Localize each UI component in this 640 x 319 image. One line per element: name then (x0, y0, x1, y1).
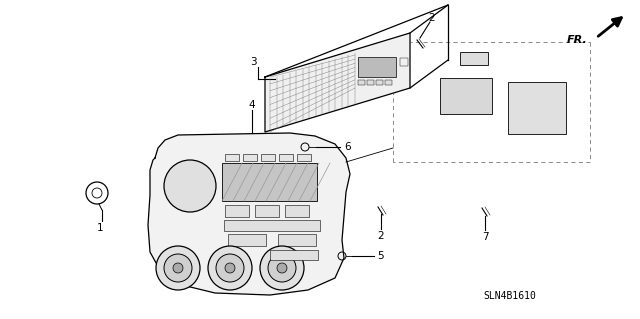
Bar (279, 154, 293, 161)
Bar (224, 220, 320, 231)
Circle shape (156, 246, 200, 290)
Text: SLN4B1610: SLN4B1610 (484, 291, 536, 301)
Bar (367, 80, 374, 85)
Text: 5: 5 (378, 251, 384, 261)
Bar (358, 57, 396, 77)
Bar (400, 58, 408, 66)
Text: 2: 2 (378, 231, 384, 241)
Circle shape (164, 160, 216, 212)
Circle shape (173, 263, 183, 273)
Circle shape (268, 254, 296, 282)
Bar (255, 205, 279, 217)
Bar (228, 234, 266, 246)
Bar (297, 154, 311, 161)
Polygon shape (265, 33, 410, 132)
Circle shape (173, 169, 207, 203)
Circle shape (216, 254, 244, 282)
Bar (285, 205, 309, 217)
Bar (261, 154, 275, 161)
Text: FR.: FR. (567, 35, 588, 45)
Bar (440, 78, 492, 114)
Bar (225, 154, 239, 161)
Bar (460, 52, 488, 65)
Text: 1: 1 (97, 223, 103, 233)
Circle shape (277, 263, 287, 273)
Text: 7: 7 (482, 232, 488, 242)
Circle shape (260, 246, 304, 290)
Polygon shape (148, 133, 350, 295)
Bar (222, 163, 317, 201)
Bar (376, 80, 383, 85)
Bar (278, 234, 316, 246)
Bar (508, 82, 566, 134)
Circle shape (225, 263, 235, 273)
Circle shape (164, 254, 192, 282)
Bar (225, 205, 249, 217)
Text: 3: 3 (250, 57, 256, 67)
Bar (385, 80, 392, 85)
Text: 2: 2 (429, 13, 435, 23)
Bar (243, 154, 257, 161)
Circle shape (208, 246, 252, 290)
Bar (270, 250, 318, 260)
Text: 4: 4 (249, 100, 255, 110)
Text: 6: 6 (345, 142, 351, 152)
Circle shape (184, 180, 196, 192)
Bar (358, 80, 365, 85)
